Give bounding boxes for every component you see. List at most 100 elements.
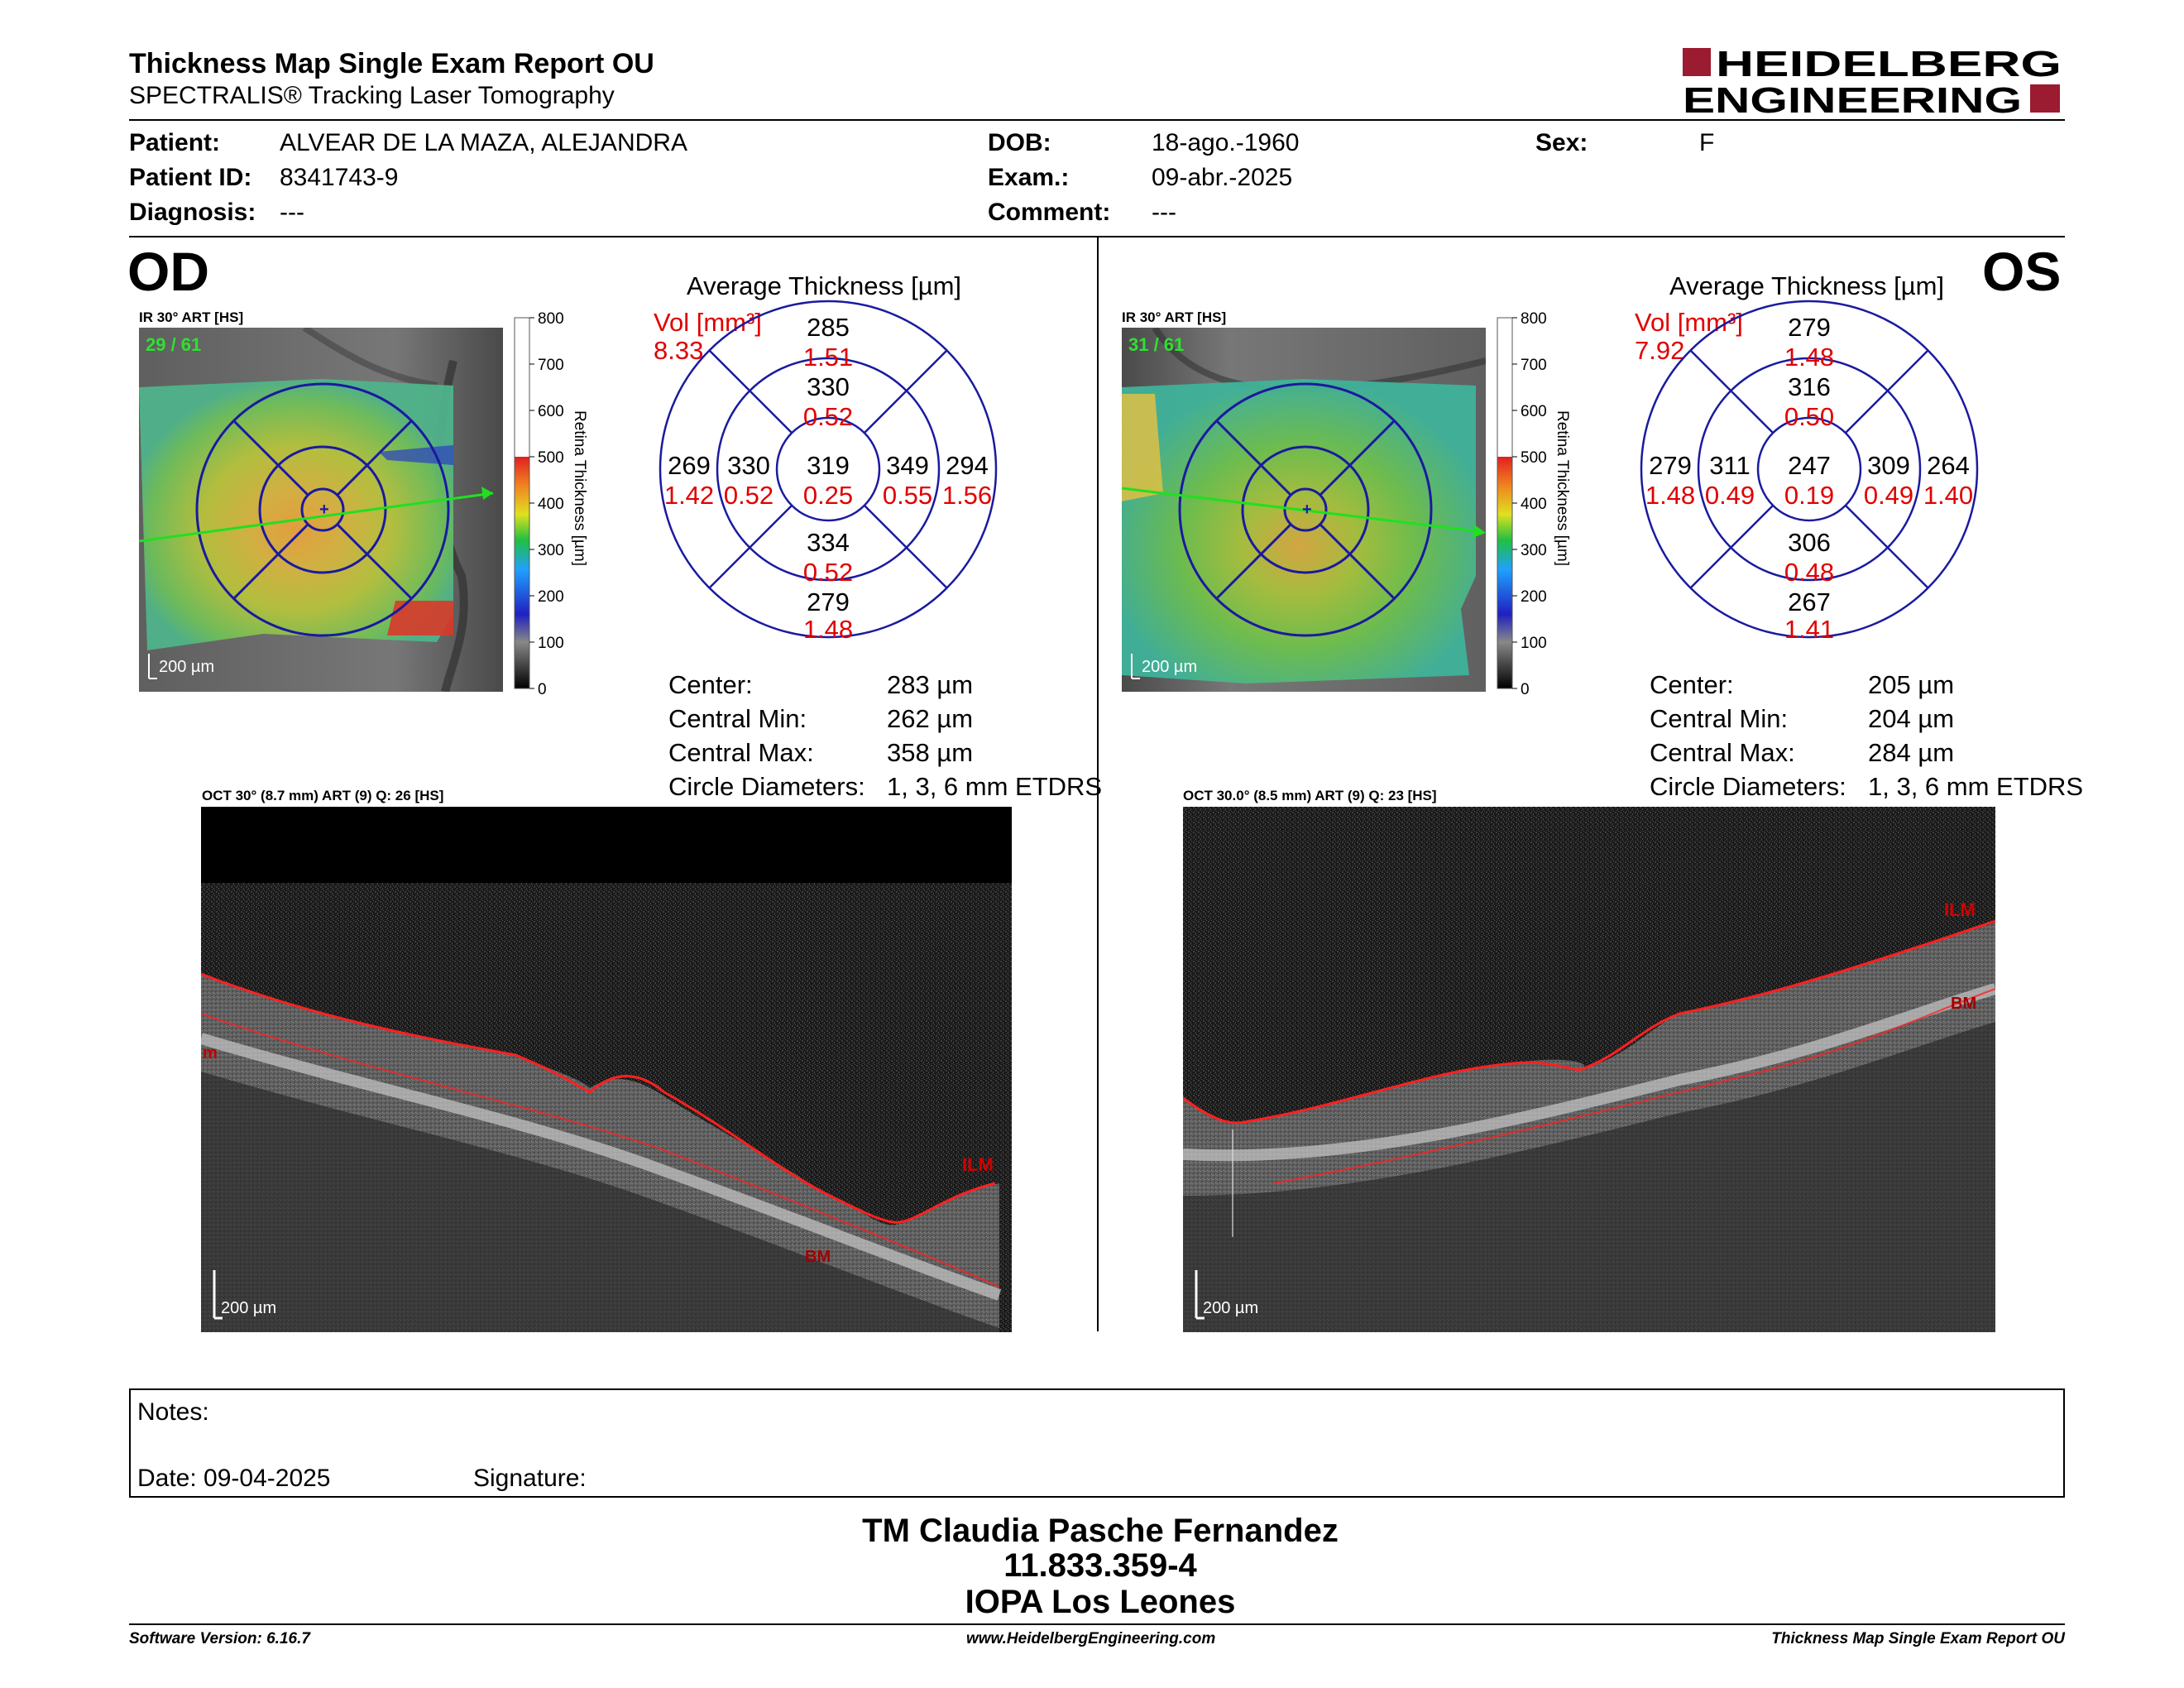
footer-report-title: Thickness Map Single Exam Report OU [1771, 1630, 2065, 1647]
od-avg-title: Average Thickness [µm] [687, 271, 962, 300]
patient-id: 8341743-9 [280, 164, 399, 191]
od-oct-label: OCT 30° (8.7 mm) ART (9) Q: 26 [HS] [202, 788, 444, 803]
svg-text:+: + [1302, 501, 1312, 519]
od-stat-label: Circle Diameters: [668, 772, 865, 801]
os-ilm-label: ILM [1944, 899, 1976, 920]
colorbar-tick: 300 [538, 542, 564, 559]
eye-divider [1097, 237, 1099, 1331]
od-ir-label: IR 30° ART [HS] [139, 309, 244, 325]
os-colorbar: 800 700 600 500 400 300 200 100 0 Retina… [1491, 309, 1582, 698]
os-etdrs-grid: 279 1.48 316 0.50 247 0.19 311 0.49 309 … [1640, 300, 1979, 644]
os-ir-label: IR 30° ART [HS] [1122, 309, 1227, 325]
signer-name: TM Claudia Pasche Fernandez [862, 1513, 1339, 1549]
date-label: Date: 09-04-2025 [137, 1465, 331, 1492]
os-outer-nasal-vol: 1.48 [1645, 481, 1695, 510]
od-frame-count: 29 / 61 [146, 334, 201, 355]
signer-org: IOPA Los Leones [965, 1584, 1236, 1620]
os-inner-inf-vol: 0.48 [1784, 558, 1834, 587]
od-center-vol: 0.25 [803, 481, 853, 510]
patient-id-label: Patient ID: [129, 164, 252, 191]
colorbar-tick: 600 [1521, 403, 1547, 420]
od-stat-value: 358 µm [887, 738, 974, 767]
od-outer-inf-vol: 1.48 [803, 615, 853, 639]
dob-label: DOB: [988, 129, 1051, 156]
od-ilm-label: ILM [962, 1154, 994, 1175]
colorbar-tick: 700 [538, 357, 564, 374]
os-inner-temp-vol: 0.49 [1864, 481, 1913, 510]
od-colorbar: 800 700 600 500 400 300 200 100 0 Retina… [508, 309, 599, 698]
os-avg-title: Average Thickness [µm] [1669, 271, 1945, 300]
od-inner-sup-thk: 330 [807, 372, 850, 401]
comment-label: Comment: [988, 199, 1111, 226]
od-thickness-map: + 29 / 61 200 µm [138, 324, 503, 693]
os-stat-value: 1, 3, 6 mm ETDRS [1868, 772, 2084, 801]
logo-text-2: ENGINEERING [1683, 80, 2022, 116]
os-outer-sup-vol: 1.48 [1784, 343, 1834, 372]
os-outer-inf-thk: 267 [1788, 587, 1831, 616]
exam-value: 09-abr.-2025 [1152, 164, 1293, 191]
os-inner-inf-thk: 306 [1788, 528, 1831, 557]
header-divider [129, 119, 2065, 121]
signer-rut: 11.833.359-4 [1003, 1547, 1197, 1584]
os-outer-sup-thk: 279 [1788, 313, 1831, 342]
os-thickness-map: + 31 / 61 200 µm [1121, 325, 1487, 692]
od-stat-label: Center: [668, 670, 753, 699]
colorbar-tick: 100 [1521, 635, 1547, 652]
od-inner-inf-thk: 334 [807, 528, 850, 557]
od-inner-temp-vol: 0.52 [724, 481, 774, 510]
os-center-thk: 247 [1788, 451, 1831, 480]
os-stat-label: Central Max: [1650, 738, 1795, 767]
website-link[interactable]: www.HeidelbergEngineering.com [966, 1630, 1216, 1647]
os-vol-label: Vol [mm³] [1635, 308, 1743, 337]
od-outer-temp-thk: 269 [668, 451, 711, 480]
od-inner-temp-thk: 330 [727, 451, 770, 480]
od-inner-nasal-thk: 349 [886, 451, 929, 480]
os-outer-temp-thk: 264 [1927, 451, 1970, 480]
dob-value: 18-ago.-1960 [1152, 129, 1300, 156]
od-stat-label: Central Min: [668, 704, 807, 733]
os-stat-label: Circle Diameters: [1650, 772, 1846, 801]
os-outer-nasal-thk: 279 [1649, 451, 1692, 480]
notes-box[interactable]: Notes: Date: 09-04-2025 Signature: [129, 1388, 2065, 1498]
colorbar-tick: 200 [538, 588, 564, 606]
colorbar-tick: 300 [1521, 542, 1547, 559]
colorbar-tick: 500 [538, 449, 564, 467]
signature-label: Signature: [473, 1465, 587, 1492]
od-vol-value: 8.33 [654, 336, 704, 365]
os-inner-nasal-vol: 0.49 [1705, 481, 1755, 510]
od-oct-scale: 200 µm [221, 1299, 276, 1317]
colorbar-tick: 500 [1521, 449, 1547, 467]
comment-value: --- [1152, 199, 1176, 226]
od-bm-label: BM [805, 1248, 831, 1266]
colorbar-tick: 800 [1521, 310, 1547, 328]
od-outer-nasal-thk: 294 [946, 451, 989, 480]
diagnosis-value: --- [280, 199, 304, 226]
heidelberg-logo: HEIDELBERG ENGINEERING [1683, 44, 2063, 121]
report-subtitle: SPECTRALIS® Tracking Laser Tomography [129, 82, 615, 109]
od-m-marker: m [203, 1044, 218, 1062]
od-etdrs-grid: 285 1.51 330 0.52 319 0.25 330 0.52 349 … [659, 300, 998, 644]
od-oct-scan: m ILM BM 200 µm [199, 807, 1012, 1332]
od-stat-label: Central Max: [668, 738, 814, 767]
footer-divider [129, 1623, 2065, 1625]
os-frame-count: 31 / 61 [1128, 334, 1184, 355]
os-oct-label: OCT 30.0° (8.5 mm) ART (9) Q: 23 [HS] [1183, 788, 1437, 803]
colorbar-tick: 700 [1521, 357, 1547, 374]
logo-text-1: HEIDELBERG [1716, 46, 2062, 84]
od-outer-sup-thk: 285 [807, 313, 850, 342]
os-stat-value: 205 µm [1868, 670, 1955, 699]
os-oct-scale: 200 µm [1203, 1299, 1258, 1317]
os-inner-sup-vol: 0.50 [1784, 402, 1834, 431]
colorbar-title: Retina Thickness [µm] [571, 410, 588, 566]
od-stat-value: 283 µm [887, 670, 974, 699]
info-divider [129, 236, 2065, 237]
os-bm-label: BM [1951, 995, 1976, 1013]
od-stat-value: 262 µm [887, 704, 974, 733]
os-scale-text: 200 µm [1142, 658, 1197, 676]
od-outer-temp-vol: 1.42 [664, 481, 714, 510]
os-vol-value: 7.92 [1635, 336, 1685, 365]
os-stat-label: Central Min: [1650, 704, 1789, 733]
od-inner-nasal-vol: 0.55 [883, 481, 932, 510]
os-oct-scan: ILM BM 200 µm [1182, 807, 1997, 1332]
os-stat-label: Center: [1650, 670, 1734, 699]
